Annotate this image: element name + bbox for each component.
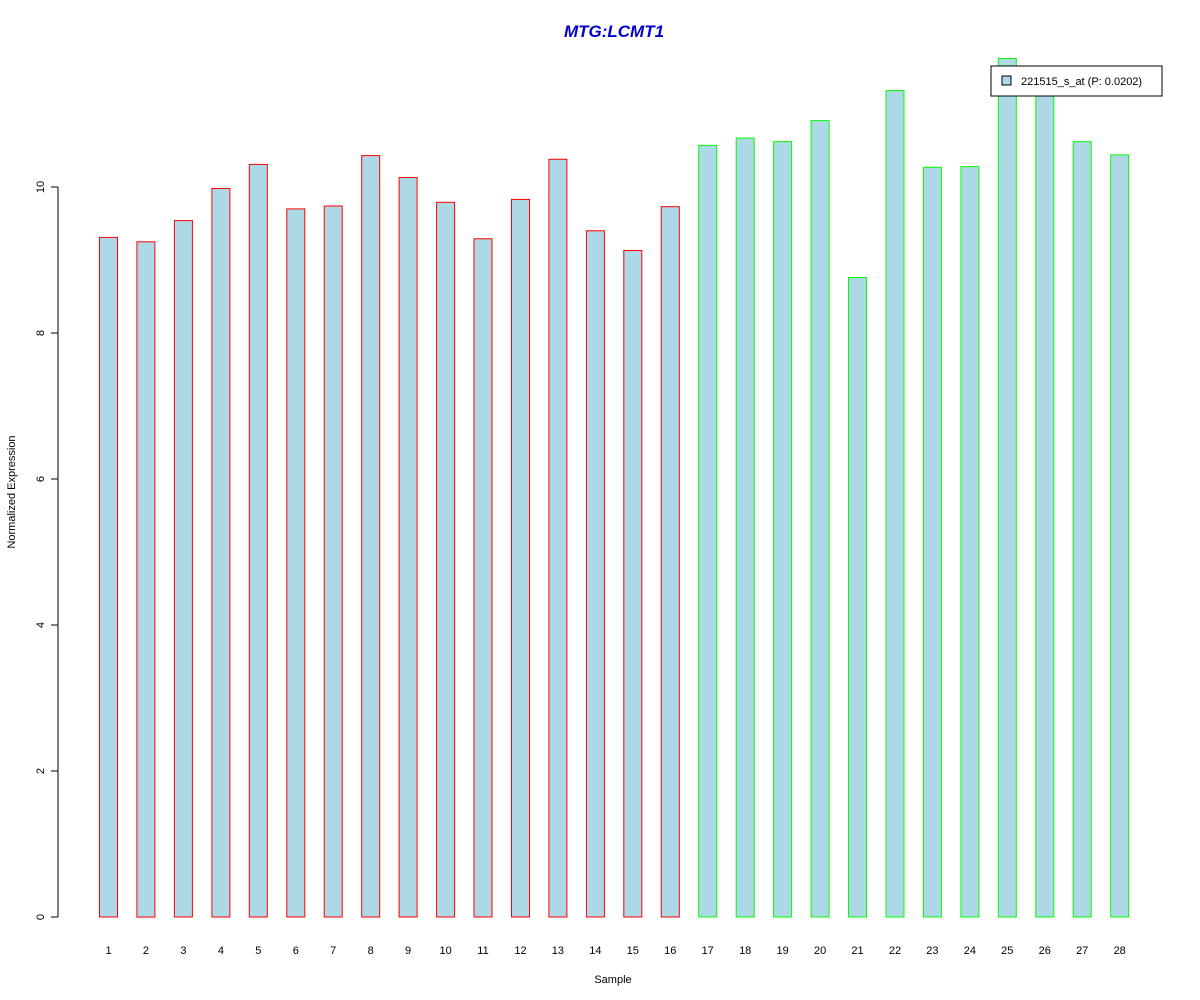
x-axis-title: Sample	[594, 974, 631, 986]
bar-sample-13	[548, 158, 568, 918]
x-tick-label: 8	[368, 945, 374, 957]
x-tick-label: 10	[439, 945, 451, 957]
legend: 221515_s_at (P: 0.0202)	[990, 65, 1163, 97]
x-tick-label: 28	[1114, 945, 1126, 957]
bar-sample-18	[735, 137, 755, 918]
bar-sample-21	[848, 277, 867, 918]
x-tick-label: 17	[702, 945, 714, 957]
x-tick-label: 27	[1076, 945, 1088, 957]
legend-label: 221515_s_at (P: 0.0202)	[1021, 76, 1142, 88]
x-tick-label: 15	[627, 945, 639, 957]
x-tick-label: 5	[255, 945, 261, 957]
x-tick-label: 18	[739, 945, 751, 957]
y-tick-label: 4	[35, 622, 47, 628]
bar-sample-16	[660, 206, 680, 918]
bar-sample-5	[248, 163, 268, 918]
bar-sample-4	[211, 188, 231, 918]
bar-sample-1	[99, 236, 118, 918]
bar-sample-10	[436, 201, 456, 918]
x-tick-label: 14	[589, 945, 601, 957]
bar-sample-17	[698, 144, 718, 918]
x-tick-label: 1	[105, 945, 111, 957]
bar-sample-23	[922, 166, 942, 918]
y-tick-label: 8	[35, 330, 47, 336]
bar-sample-6	[286, 208, 306, 918]
bar-sample-15	[623, 250, 643, 918]
x-tick-label: 9	[405, 945, 411, 957]
x-tick-label: 19	[776, 945, 788, 957]
x-tick-label: 12	[514, 945, 526, 957]
x-tick-label: 25	[1001, 945, 1013, 957]
bar-sample-7	[323, 205, 343, 918]
bar-sample-25	[997, 58, 1017, 918]
x-tick-label: 26	[1039, 945, 1051, 957]
bar-sample-26	[1035, 94, 1055, 918]
legend-box	[990, 65, 1163, 97]
x-tick-label: 6	[293, 945, 299, 957]
x-tick-label: 20	[814, 945, 826, 957]
y-tick-label: 6	[35, 476, 47, 482]
x-tick-labels: 1 2 3 4 5 6 7 8 9 10 11 12 13 14 15 16 17 18 19 20 21 22 23 24 2…	[105, 945, 1125, 957]
y-tick-label: 2	[35, 768, 47, 774]
bar-sample-24	[960, 166, 980, 918]
x-tick-label: 2	[143, 945, 149, 957]
x-tick-label: 23	[926, 945, 938, 957]
bar-sample-22	[885, 90, 905, 918]
bars-group	[99, 58, 1130, 918]
bar-sample-19	[773, 141, 793, 918]
x-tick-label: 4	[218, 945, 224, 957]
y-tick-label: 0	[35, 914, 47, 920]
y-axis: 0 2 4 6 8 10	[35, 181, 59, 920]
y-axis-title: Normalized Expression	[6, 435, 18, 548]
bar-sample-28	[1110, 154, 1130, 918]
x-tick-label: 22	[889, 945, 901, 957]
x-tick-label: 11	[477, 945, 488, 957]
bar-sample-11	[473, 238, 493, 918]
x-tick-label: 16	[664, 945, 676, 957]
bar-sample-12	[511, 198, 530, 918]
bar-sample-9	[398, 177, 418, 918]
y-tick-label: 10	[35, 181, 47, 193]
x-tick-label: 7	[330, 945, 336, 957]
bar-sample-20	[810, 120, 830, 918]
x-tick-label: 24	[964, 945, 976, 957]
chart-title: MTG:LCMT1	[564, 22, 664, 41]
legend-swatch	[1001, 75, 1012, 86]
x-tick-label: 21	[851, 945, 863, 957]
x-tick-label: 13	[552, 945, 564, 957]
bar-sample-14	[585, 230, 605, 918]
x-tick-label: 3	[180, 945, 186, 957]
bar-sample-2	[136, 241, 156, 918]
bar-sample-27	[1072, 141, 1092, 918]
bar-sample-3	[173, 220, 193, 918]
bar-sample-8	[361, 155, 381, 918]
